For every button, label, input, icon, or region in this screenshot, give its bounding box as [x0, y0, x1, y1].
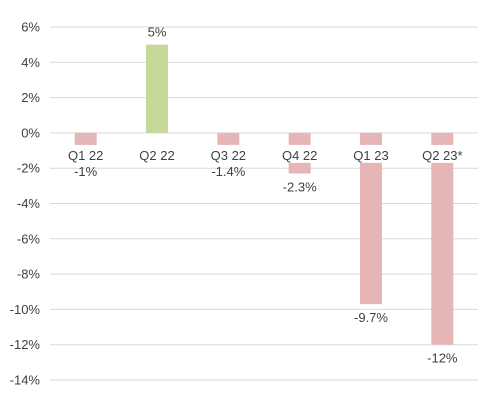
category-label-background [276, 144, 323, 163]
category-label-background [348, 144, 394, 163]
y-tick-label: -4% [17, 196, 41, 211]
y-tick-label: -6% [17, 231, 41, 246]
gridlines [50, 26, 478, 381]
y-tick-label: -10% [10, 302, 41, 317]
y-tick-label: -2% [17, 161, 41, 176]
y-tick-label: -14% [10, 373, 41, 388]
data-label: -1.4% [211, 164, 245, 179]
category-label: Q2 22 [139, 148, 174, 163]
category-label-background [62, 144, 109, 163]
y-tick-label: 2% [21, 90, 40, 105]
y-tick-label: 4% [21, 55, 40, 70]
x-axis-category-labels: Q1 22 Q2 22 Q3 22 Q4 22 Q1 23 Q2 23* [62, 144, 466, 163]
category-label-background [205, 144, 252, 163]
category-label: Q1 23 [353, 148, 388, 163]
y-tick-label: -12% [10, 337, 41, 352]
bars [74, 44, 454, 345]
y-tick-label: 6% [21, 20, 40, 35]
category-label: Q2 23* [422, 148, 462, 163]
data-label: -12% [427, 351, 458, 366]
y-tick-label: -8% [17, 267, 41, 282]
category-label: Q1 22 [68, 148, 103, 163]
data-label: 5% [148, 25, 167, 40]
data-label: -9.7% [354, 310, 388, 325]
bar-q2-22 [146, 44, 168, 133]
y-axis-tick-labels: 6% 4% 2% 0% -2% -4% -6% -8% -10% -12% -14% [10, 20, 41, 388]
category-label: Q3 22 [211, 148, 246, 163]
bar-q2-23 [431, 132, 454, 345]
data-labels: -1% 5% -1.4% -2.3% -9.7% -12% [74, 25, 458, 366]
data-label: -1% [74, 164, 98, 179]
category-label-background [419, 144, 466, 163]
data-label: -2.3% [283, 179, 317, 194]
category-label: Q4 22 [282, 148, 317, 163]
y-tick-label: 0% [21, 125, 40, 140]
bar-q1-23 [360, 132, 382, 305]
